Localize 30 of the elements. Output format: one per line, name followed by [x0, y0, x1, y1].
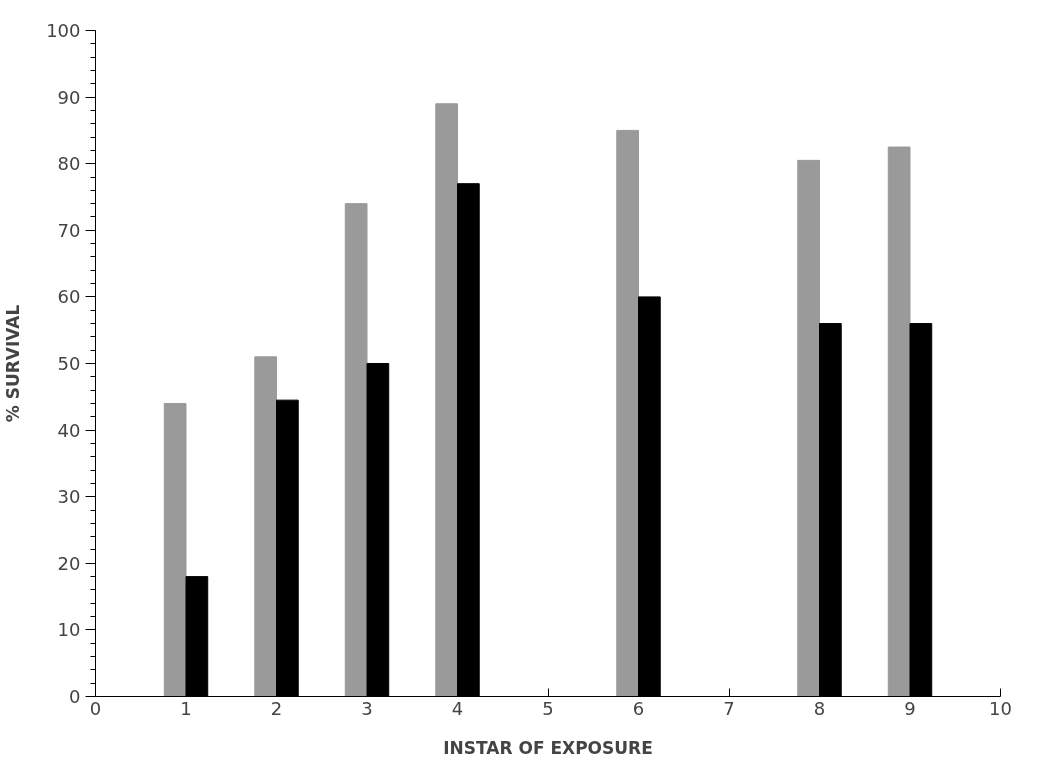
x-tick-label: 4: [451, 697, 464, 719]
bar: [435, 103, 458, 697]
y-tick-label: 50: [57, 353, 81, 374]
x-axis-title: INSTAR OF EXPOSURE: [443, 737, 653, 758]
bar: [254, 356, 277, 697]
x-tick-label: 10: [989, 697, 1012, 719]
x-tick-label: 9: [904, 697, 916, 719]
bar: [887, 146, 911, 697]
x-tick-label: 8: [813, 697, 826, 719]
bar: [797, 159, 820, 697]
y-tick-label: 80: [57, 153, 81, 175]
bar: [344, 203, 368, 697]
x-tick-label: 5: [542, 697, 554, 719]
bar: [163, 402, 187, 697]
y-tick-label: 100: [46, 20, 81, 41]
y-tick-label: 40: [57, 419, 81, 441]
x-tick-label: 1: [180, 697, 192, 719]
y-axis-title: % SURVIVAL: [3, 304, 24, 423]
x-tick-label: 7: [723, 697, 735, 719]
y-tick-label: 10: [57, 619, 81, 641]
x-tick-label: 2: [270, 697, 283, 719]
y-tick-label: 30: [57, 486, 81, 508]
x-tick-label: 6: [632, 697, 645, 719]
y-tick-label: 90: [57, 86, 81, 108]
x-tick-label: 0: [89, 697, 102, 719]
bar: [616, 129, 639, 697]
y-tick-label: 20: [57, 552, 81, 574]
y-tick-label: 70: [57, 219, 81, 241]
x-tick-label: 3: [361, 697, 373, 719]
y-tick-label: 60: [57, 286, 81, 308]
